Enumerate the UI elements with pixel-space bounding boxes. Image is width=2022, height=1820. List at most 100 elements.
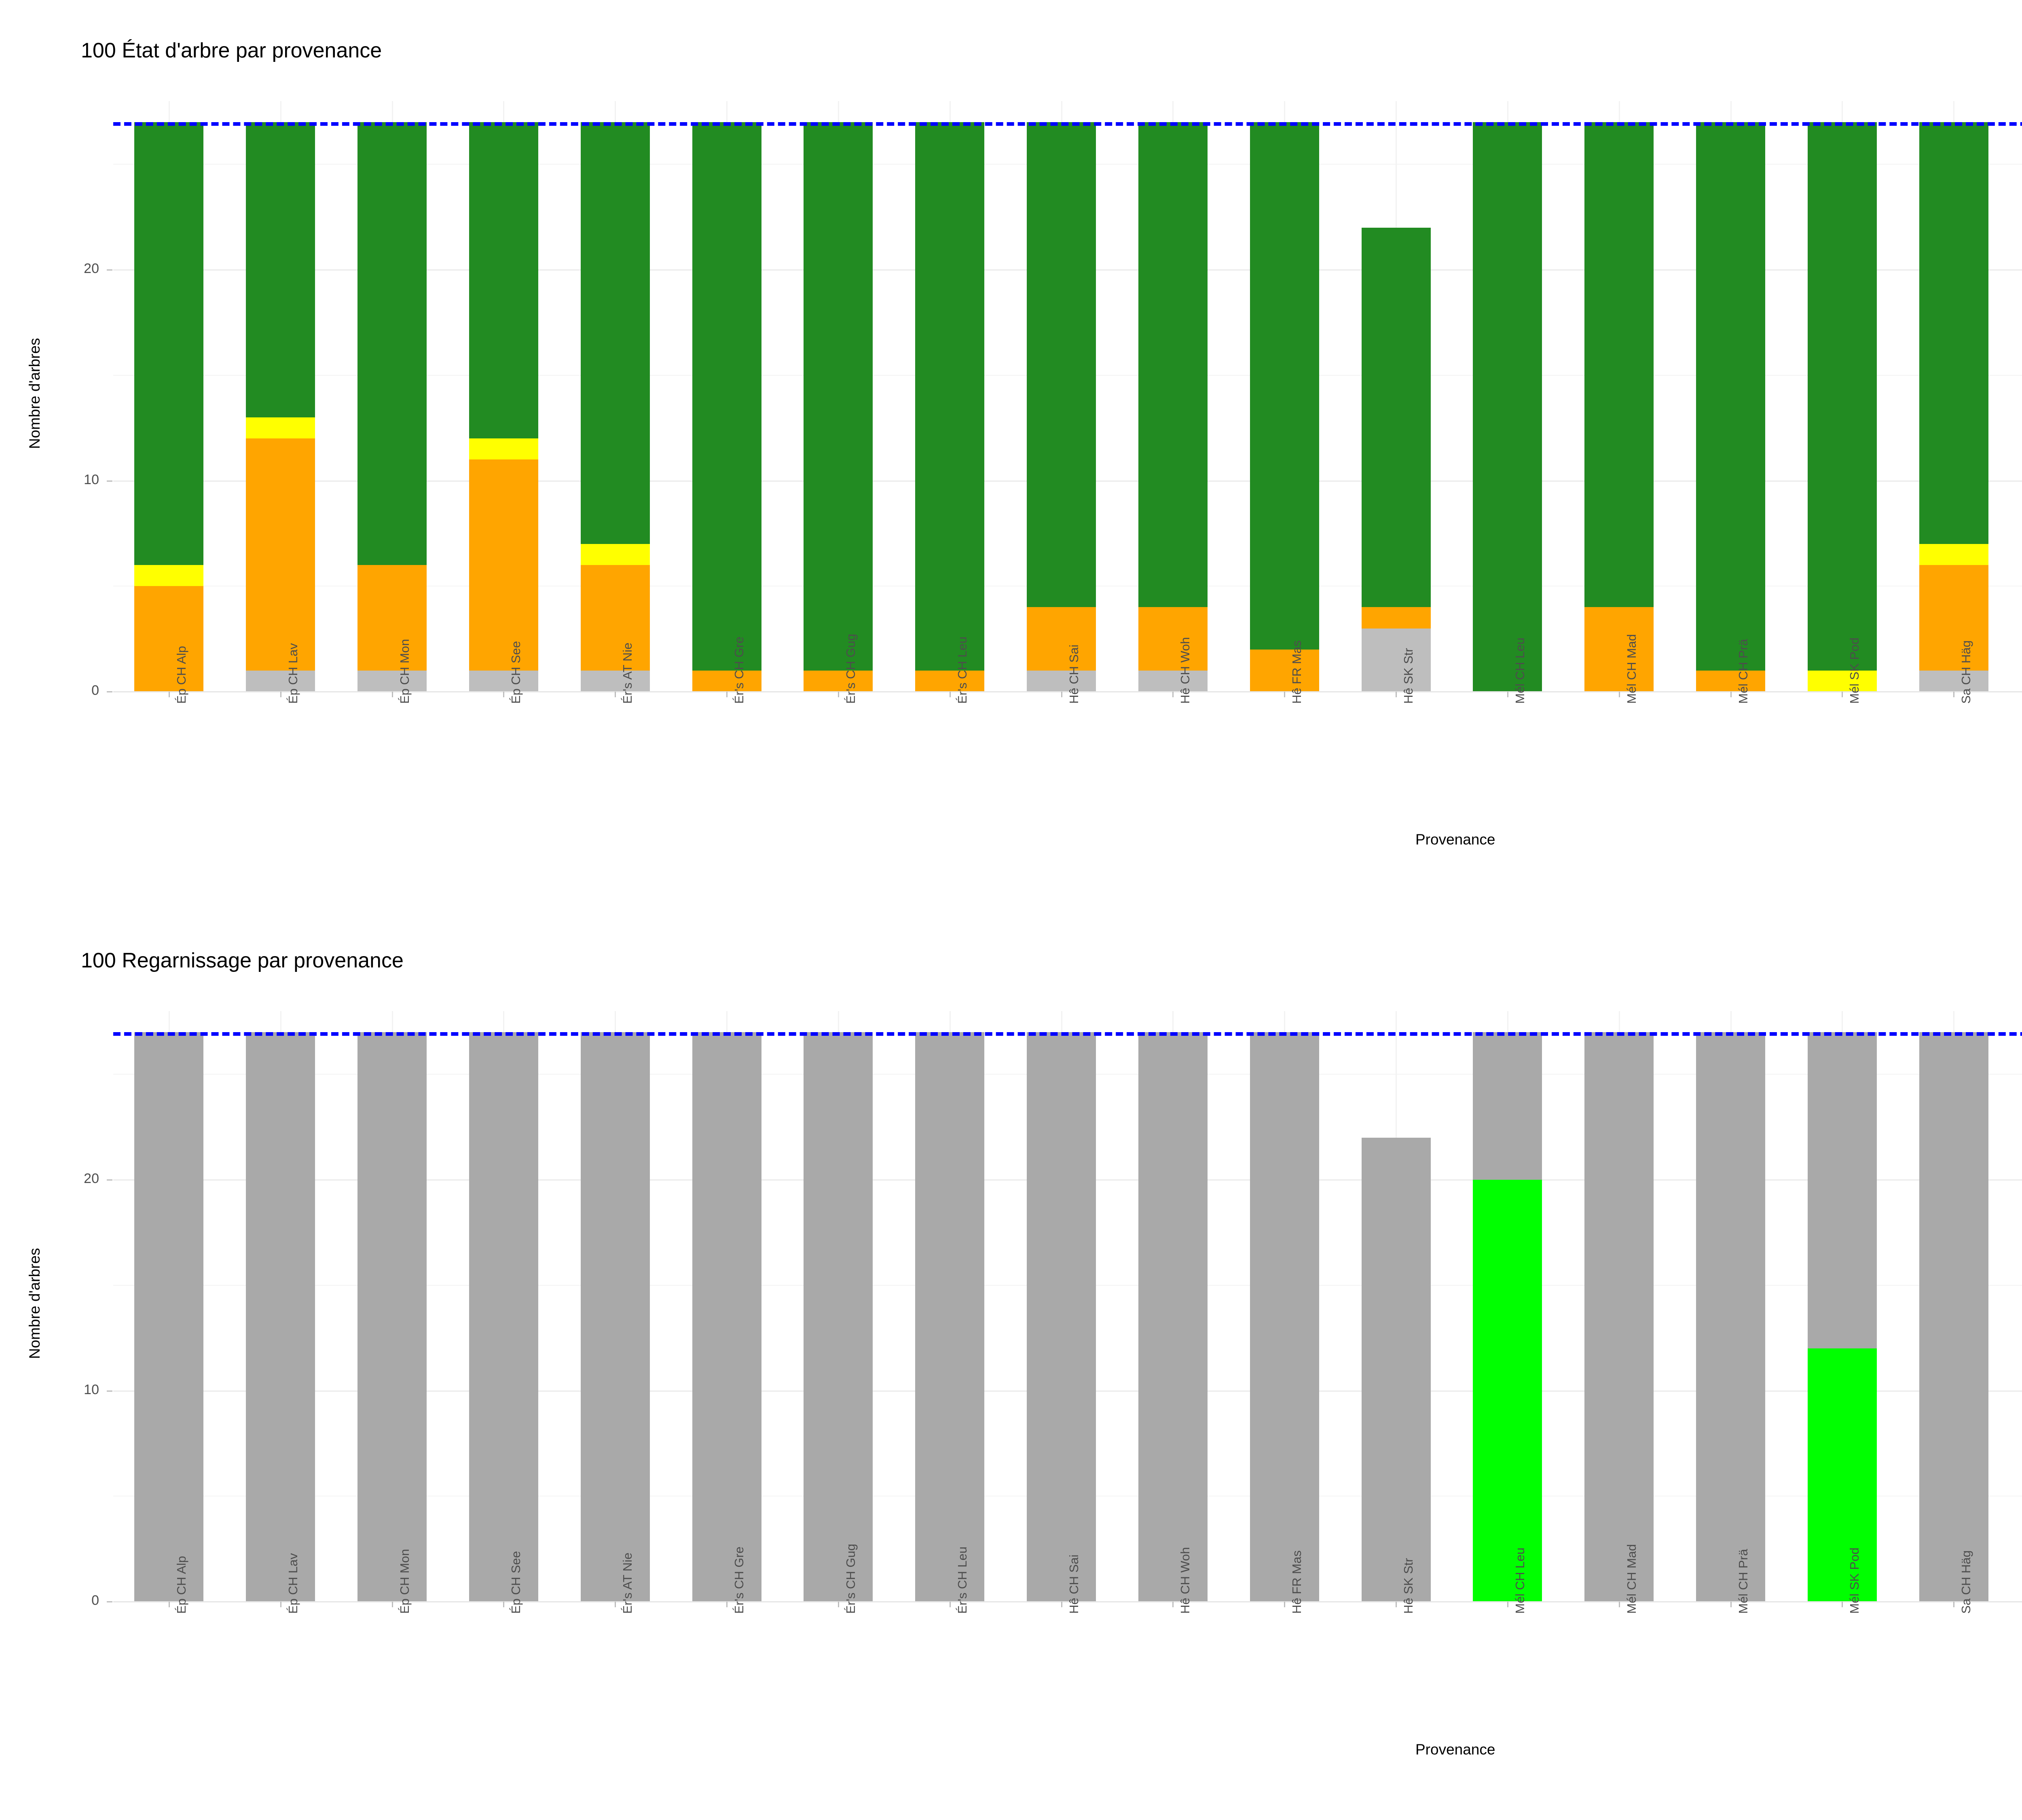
bar-segment-plantation-initial[interactable] (1138, 1032, 1208, 1602)
bar-h-ch-woh[interactable] (1138, 101, 1208, 692)
bar-segment-vivant-vitalit-normale[interactable] (580, 122, 650, 544)
bar-segment-disparu[interactable] (469, 670, 538, 692)
bar-segment-plantation-initial[interactable] (1361, 1137, 1431, 1602)
bar-segment-vivant-vitalit-normale[interactable] (1696, 122, 1766, 671)
bar-segment-mort[interactable] (134, 586, 204, 692)
bar-segment-plantation-initial[interactable] (1250, 1032, 1319, 1602)
bar-segment-vivant-vitalit-normale[interactable] (357, 122, 427, 565)
bar--p-ch-alp[interactable] (134, 1011, 204, 1602)
bar-segment-regarnissage[interactable] (1473, 1180, 1542, 1602)
bar-segment-vivant-vitalit-normale[interactable] (1919, 122, 1988, 544)
bar-h-sk-str[interactable] (1361, 1011, 1431, 1602)
bar-m-l-ch-pr-[interactable] (1696, 1011, 1766, 1602)
bar-segment-vivant-vitalit-normale[interactable] (1250, 122, 1319, 650)
bar-m-l-ch-leu[interactable] (1473, 101, 1542, 692)
bar--r-s-ch-leu[interactable] (915, 1011, 985, 1602)
bar-m-l-sk-pod[interactable] (1807, 1011, 1877, 1602)
bar-h-ch-sai[interactable] (1027, 101, 1096, 692)
bar--r-s-at-nie[interactable] (580, 101, 650, 692)
bar-segment-plantation-initial[interactable] (692, 1032, 761, 1602)
bar-segment-vivant-mais-faible[interactable] (469, 438, 538, 460)
bar-segment-vivant-vitalit-normale[interactable] (1138, 122, 1208, 607)
bar-segment-plantation-initial[interactable] (1696, 1032, 1766, 1602)
bar-segment-mort[interactable] (469, 459, 538, 671)
bar-segment-mort[interactable] (1696, 670, 1766, 692)
bar-segment-mort[interactable] (915, 670, 985, 692)
bar-segment-mort[interactable] (246, 438, 315, 671)
bar-segment-vivant-vitalit-normale[interactable] (692, 122, 761, 671)
bar-segment-regarnissage[interactable] (1807, 1348, 1877, 1602)
bar-m-l-sk-pod[interactable] (1807, 101, 1877, 692)
bar-segment-plantation-initial[interactable] (580, 1032, 650, 1602)
bar-segment-disparu[interactable] (246, 670, 315, 692)
bar-segment-plantation-initial[interactable] (469, 1032, 538, 1602)
bar-segment-mort[interactable] (1027, 607, 1096, 671)
bar-segment-vivant-vitalit-normale[interactable] (1807, 122, 1877, 671)
bar-segment-plantation-initial[interactable] (246, 1032, 315, 1602)
bar-segment-disparu[interactable] (1138, 670, 1208, 692)
bar-segment-disparu[interactable] (357, 670, 427, 692)
bar-segment-plantation-initial[interactable] (1027, 1032, 1096, 1602)
bar--p-ch-lav[interactable] (246, 1011, 315, 1602)
bar-m-l-ch-leu[interactable] (1473, 1011, 1542, 1602)
bar--p-ch-see[interactable] (469, 101, 538, 692)
bar-segment-vivant-mais-faible[interactable] (1807, 670, 1877, 692)
bar-m-l-ch-mad[interactable] (1584, 101, 1654, 692)
bar-segment-mort[interactable] (580, 565, 650, 671)
bar-segment-vivant-mais-faible[interactable] (1919, 544, 1988, 565)
bar-segment-vivant-vitalit-normale[interactable] (469, 122, 538, 439)
bar-segment-vivant-vitalit-normale[interactable] (246, 122, 315, 418)
bar-segment-disparu[interactable] (1027, 670, 1096, 692)
bar--p-ch-mon[interactable] (357, 1011, 427, 1602)
bar-h-fr-mas[interactable] (1250, 101, 1319, 692)
bar-sa-ch-h-g[interactable] (1919, 1011, 1988, 1602)
bar-h-ch-woh[interactable] (1138, 1011, 1208, 1602)
bar-segment-plantation-initial[interactable] (1473, 1032, 1542, 1180)
bar-segment-vivant-vitalit-normale[interactable] (915, 122, 985, 671)
bar-segment-plantation-initial[interactable] (1807, 1032, 1877, 1349)
bar--r-s-ch-gre[interactable] (692, 1011, 761, 1602)
bar-segment-vivant-vitalit-normale[interactable] (804, 122, 873, 671)
bar-segment-vivant-vitalit-normale[interactable] (1584, 122, 1654, 607)
bar--p-ch-lav[interactable] (246, 101, 315, 692)
bar-segment-mort[interactable] (357, 565, 427, 671)
bar--p-ch-see[interactable] (469, 1011, 538, 1602)
bar-h-sk-str[interactable] (1361, 101, 1431, 692)
bar-segment-vivant-vitalit-normale[interactable] (134, 122, 204, 565)
bar-segment-plantation-initial[interactable] (915, 1032, 985, 1602)
bar--r-s-at-nie[interactable] (580, 1011, 650, 1602)
bar-sa-ch-h-g[interactable] (1919, 101, 1988, 692)
bar-segment-vivant-vitalit-normale[interactable] (1027, 122, 1096, 607)
bar-segment-disparu[interactable] (1361, 628, 1431, 692)
bar-m-l-ch-mad[interactable] (1584, 1011, 1654, 1602)
bar-segment-mort[interactable] (804, 670, 873, 692)
bar--r-s-ch-gug[interactable] (804, 1011, 873, 1602)
bar-segment-plantation-initial[interactable] (134, 1032, 204, 1602)
bar-segment-disparu[interactable] (580, 670, 650, 692)
bar-h-ch-sai[interactable] (1027, 1011, 1096, 1602)
bar--r-s-ch-gre[interactable] (692, 101, 761, 692)
bar--r-s-ch-gug[interactable] (804, 101, 873, 692)
bar--p-ch-mon[interactable] (357, 101, 427, 692)
bar--p-ch-alp[interactable] (134, 101, 204, 692)
bar-segment-disparu[interactable] (1919, 670, 1988, 692)
bar-segment-plantation-initial[interactable] (357, 1032, 427, 1602)
bar-segment-vivant-vitalit-normale[interactable] (1361, 227, 1431, 607)
bar--r-s-ch-leu[interactable] (915, 101, 985, 692)
bar-segment-vivant-mais-faible[interactable] (134, 565, 204, 586)
bar-segment-vivant-mais-faible[interactable] (246, 417, 315, 439)
bar-segment-plantation-initial[interactable] (1919, 1032, 1988, 1602)
bar-m-l-ch-pr-[interactable] (1696, 101, 1766, 692)
bar-segment-vivant-mais-faible[interactable] (580, 544, 650, 565)
bar-segment-mort[interactable] (1138, 607, 1208, 671)
bar-h-fr-mas[interactable] (1250, 1011, 1319, 1602)
bar-segment-vivant-vitalit-normale[interactable] (1473, 122, 1542, 692)
bar-segment-mort[interactable] (692, 670, 761, 692)
bar-segment-plantation-initial[interactable] (804, 1032, 873, 1602)
bar-segment-mort[interactable] (1919, 565, 1988, 671)
y-tick-label: 0 (91, 1593, 99, 1608)
bar-segment-mort[interactable] (1584, 607, 1654, 692)
bar-segment-plantation-initial[interactable] (1584, 1032, 1654, 1602)
bar-segment-mort[interactable] (1361, 607, 1431, 629)
bar-segment-mort[interactable] (1250, 649, 1319, 692)
